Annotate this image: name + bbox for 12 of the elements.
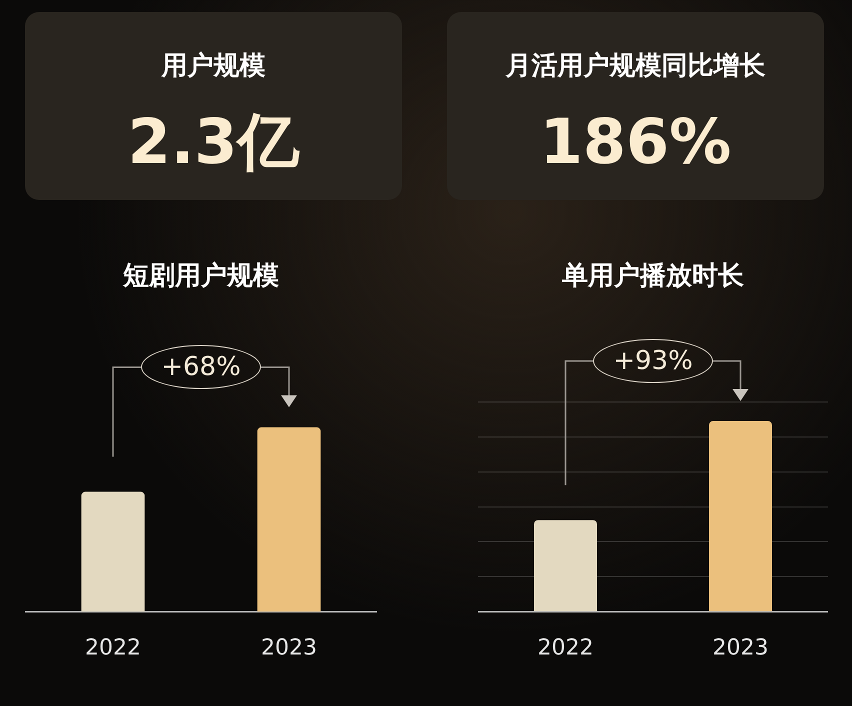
- x-tick-label: 2023: [261, 636, 317, 661]
- text: 2.3亿: [126, 105, 300, 178]
- text: 用户规模: [160, 50, 266, 83]
- x-tick-label: 2022: [85, 636, 141, 661]
- chart-title: 短剧用户规模: [122, 260, 280, 293]
- text: 186%: [538, 105, 732, 178]
- x-tick-label: 2023: [712, 636, 768, 661]
- text: 月活用户规模同比增长: [504, 50, 766, 83]
- text: +93%: [593, 339, 713, 384]
- x-tick-label: 2022: [538, 636, 594, 661]
- text: +68%: [141, 345, 261, 390]
- chart-title: 单用户播放时长: [561, 260, 745, 293]
